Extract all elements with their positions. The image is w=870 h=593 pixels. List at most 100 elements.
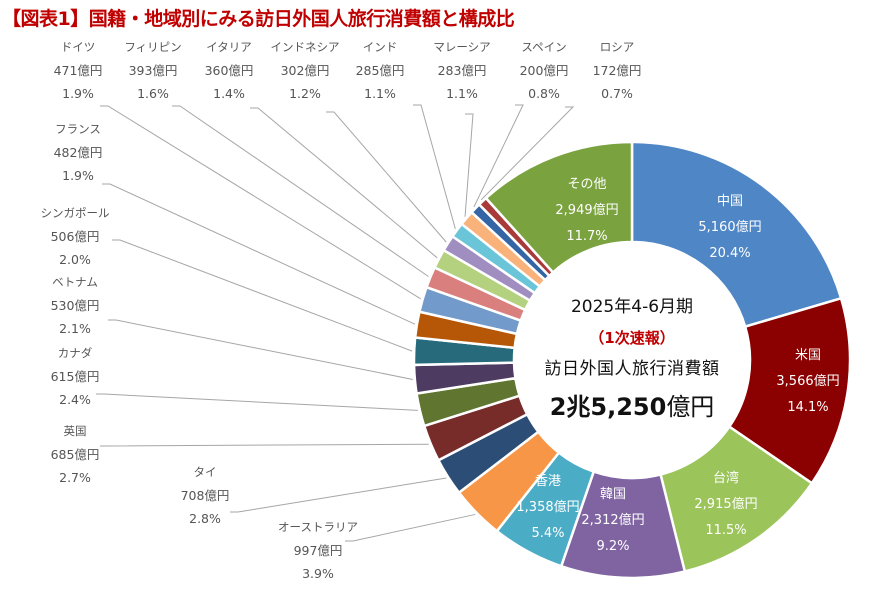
slice-label-value: 360億円 <box>204 63 254 78</box>
slice-label-8: カナダ 615億円 2.4% <box>51 342 100 411</box>
slice-label-15: インドネシア 302億円 1.2% <box>271 36 340 105</box>
slice-label-0: 中国 5,160億円 20.4% <box>698 189 761 267</box>
slice-label-value: 2,312億円 <box>581 513 645 528</box>
slice-label-name: フィリピン <box>124 40 182 54</box>
center-summary: 2025年4-6月期 （1次速報） 訪日外国人旅行消費額 2兆5,250億円 <box>545 291 720 429</box>
slice-label-percent: 3.9% <box>302 566 334 581</box>
slice-label-value: 685億円 <box>50 447 100 462</box>
leader-line-19 <box>480 106 575 201</box>
leader-line-9 <box>108 319 413 380</box>
leader-line-14 <box>250 107 438 259</box>
leader-line-18 <box>473 104 524 208</box>
slice-label-value: 393億円 <box>128 63 178 78</box>
center-total-value: 2兆5,250 <box>549 393 667 421</box>
center-total-unit: 億円 <box>666 393 715 421</box>
slice-label-6: タイ 708億円 2.8% <box>181 461 230 530</box>
slice-label-value: 200億円 <box>519 63 569 78</box>
slice-label-13: フィリピン 393億円 1.6% <box>124 36 181 105</box>
center-note: （1次速報） <box>589 329 675 347</box>
slice-label-name: フランス <box>55 122 101 136</box>
slice-label-percent: 1.2% <box>289 86 321 101</box>
slice-label-name: 香港 <box>534 474 561 489</box>
slice-label-percent: 2.4% <box>59 392 91 407</box>
slice-label-percent: 11.5% <box>705 523 747 538</box>
slice-label-name: ベトナム <box>52 275 98 289</box>
slice-label-12: ドイツ 471億円 1.9% <box>54 36 103 105</box>
donut-slice-20 <box>484 140 634 275</box>
slice-label-10: シンガポール 506億円 2.0% <box>41 202 110 271</box>
slice-label-name: ドイツ <box>60 40 96 54</box>
slice-label-percent: 14.1% <box>787 400 829 415</box>
slice-label-2: 台湾 2,915億円 11.5% <box>694 466 757 544</box>
slice-label-5: オーストラリア 997億円 3.9% <box>278 516 358 585</box>
slice-label-percent: 1.4% <box>213 86 245 101</box>
slice-label-name: 英国 <box>63 424 87 438</box>
slice-label-4: 香港 1,358億円 5.4% <box>516 469 579 547</box>
slice-label-name: 台湾 <box>712 471 739 486</box>
leader-line-13 <box>172 105 429 277</box>
slice-label-value: 708億円 <box>180 488 230 503</box>
slice-label-value: 2,915億円 <box>694 497 758 512</box>
slice-label-name: カナダ <box>57 346 93 360</box>
slice-label-percent: 1.1% <box>364 86 396 101</box>
chart-title: 【図表1】国籍・地域別にみる訪日外国人旅行消費額と構成比 <box>2 8 515 30</box>
slice-label-value: 482億円 <box>53 145 103 160</box>
slice-label-percent: 0.8% <box>528 86 560 101</box>
slice-label-3: 韓国 2,312億円 9.2% <box>581 482 644 560</box>
slice-label-value: 172億円 <box>592 63 642 78</box>
slice-label-value: 530億円 <box>50 298 100 313</box>
slice-label-16: インド 285億円 1.1% <box>356 36 405 105</box>
slice-label-percent: 9.2% <box>596 539 630 554</box>
slice-label-percent: 1.1% <box>446 86 478 101</box>
slice-label-name: インドネシア <box>270 40 340 54</box>
slice-label-9: ベトナム 530億円 2.1% <box>51 271 100 340</box>
leader-line-6 <box>230 477 447 513</box>
slice-label-value: 997億円 <box>293 543 343 558</box>
slice-label-name: シンガポール <box>40 206 110 220</box>
leader-lines <box>96 104 575 542</box>
leader-line-17 <box>464 113 474 217</box>
slice-label-name: イタリア <box>206 40 252 54</box>
slice-label-20: その他 2,949億円 11.7% <box>555 172 618 250</box>
slice-label-value: 5,160億円 <box>698 220 762 235</box>
slice-label-value: 1,358億円 <box>516 500 580 515</box>
donut-slice-0 <box>630 140 843 329</box>
slice-label-value: 2,949億円 <box>555 203 619 218</box>
slice-label-name: タイ <box>193 465 217 479</box>
slice-label-value: 3,566億円 <box>776 374 840 389</box>
slice-label-7: 英国 685億円 2.7% <box>51 420 100 489</box>
slice-label-percent: 2.1% <box>59 321 91 336</box>
slice-label-1: 米国 3,566億円 14.1% <box>776 343 839 421</box>
slice-label-percent: 20.4% <box>709 246 751 261</box>
leader-line-12 <box>100 105 421 300</box>
slice-label-18: スペイン 200億円 0.8% <box>520 36 569 105</box>
slice-label-percent: 1.6% <box>137 86 169 101</box>
slice-label-name: インド <box>362 40 398 54</box>
center-label: 訪日外国人旅行消費額 <box>544 359 720 379</box>
donut-slices <box>412 140 852 580</box>
slice-label-value: 471億円 <box>53 63 103 78</box>
slice-label-value: 285億円 <box>355 63 405 78</box>
slice-label-14: イタリア 360億円 1.4% <box>205 36 254 105</box>
slice-label-name: 中国 <box>716 194 743 209</box>
slice-label-percent: 1.9% <box>62 86 94 101</box>
center-period: 2025年4-6月期 <box>570 297 694 317</box>
leader-line-5 <box>345 513 476 542</box>
leader-line-7 <box>100 443 429 447</box>
slice-label-percent: 0.7% <box>601 86 633 101</box>
slice-label-11: フランス 482億円 1.9% <box>54 118 103 187</box>
slice-label-value: 302億円 <box>280 63 330 78</box>
slice-label-name: 米国 <box>794 348 821 363</box>
leader-line-16 <box>413 104 456 230</box>
slice-label-name: その他 <box>567 177 607 192</box>
slice-label-name: ロシア <box>599 40 635 54</box>
leader-line-15 <box>326 111 447 243</box>
center-total: 2兆5,250億円 <box>545 385 720 429</box>
leader-line-8 <box>96 393 418 411</box>
slice-label-name: マレーシア <box>433 40 491 54</box>
slice-label-percent: 5.4% <box>531 526 565 541</box>
slice-label-value: 506億円 <box>50 229 100 244</box>
leader-line-10 <box>112 239 413 352</box>
slice-label-name: 韓国 <box>599 487 626 502</box>
